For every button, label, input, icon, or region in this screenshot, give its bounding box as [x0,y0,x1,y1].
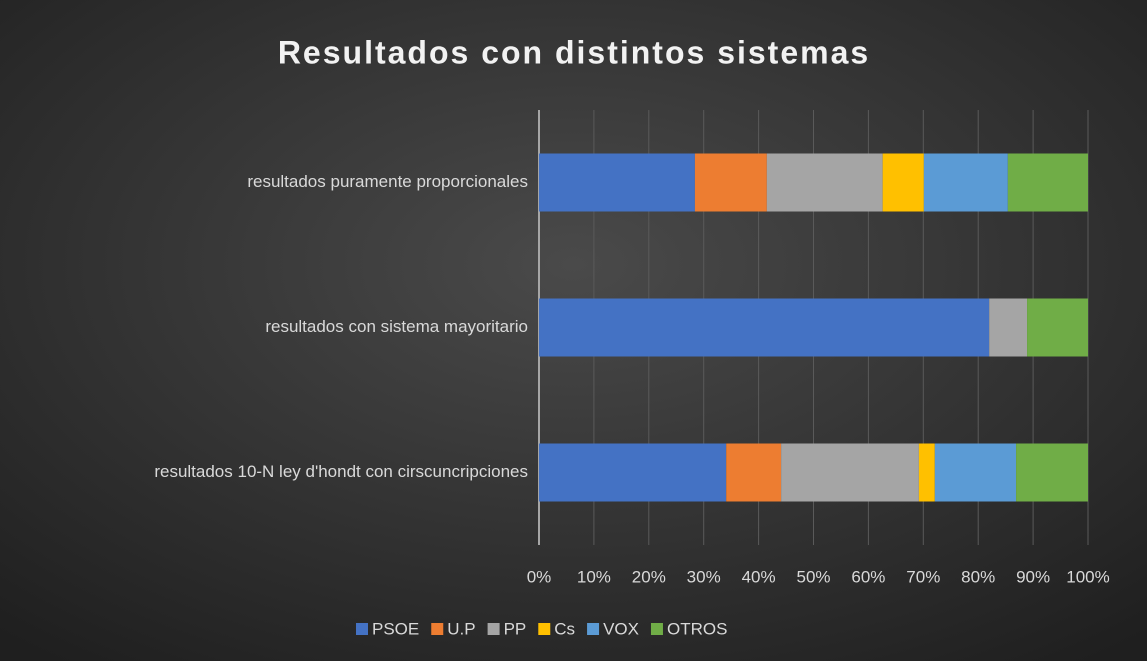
legend-label: U.P [447,619,475,638]
legend-label: Cs [554,619,575,638]
x-tick-label: 90% [1016,567,1050,586]
x-tick-label: 60% [851,567,885,586]
bar-segment [1016,443,1088,502]
x-tick-label: 50% [796,567,830,586]
bar-segment [694,153,767,212]
legend-swatch [431,623,444,635]
legend-swatch [587,623,600,635]
bar-segment [766,153,883,212]
bar-segment [781,443,919,502]
legend-label: VOX [603,619,639,638]
x-tick-label: 30% [687,567,721,586]
bar-segment [539,298,990,357]
bar-segment [539,443,727,502]
bar-segment [934,443,1017,502]
bar-segment [923,153,1008,212]
chart-title: Resultados con distintos sistemas [278,34,870,70]
y-tick-label: resultados con sistema mayoritario [265,317,528,336]
bar-segment [882,153,924,212]
x-tick-label: 20% [632,567,666,586]
x-tick-label: 100% [1066,567,1109,586]
x-tick-label: 40% [742,567,776,586]
x-tick-label: 0% [527,567,552,586]
y-tick-label: resultados puramente proporcionales [247,172,528,191]
legend-swatch [538,623,551,635]
x-tick-label: 80% [961,567,995,586]
bar-segment [918,443,935,502]
x-tick-label: 70% [906,567,940,586]
bar-segment [539,153,695,212]
bar-segment [726,443,782,502]
legend-label: OTROS [667,619,727,638]
legend-swatch [650,623,663,635]
legend-label: PP [504,619,527,638]
bar-segment [1007,153,1088,212]
bar-segment [989,298,1028,357]
legend-swatch [487,623,500,635]
legend-swatch [356,623,368,635]
x-tick-label: 10% [577,567,611,586]
legend-label: PSOE [372,619,419,638]
y-tick-label: resultados 10-N ley d'hondt con cirscunc… [154,462,528,481]
bar-segment [1027,298,1088,357]
